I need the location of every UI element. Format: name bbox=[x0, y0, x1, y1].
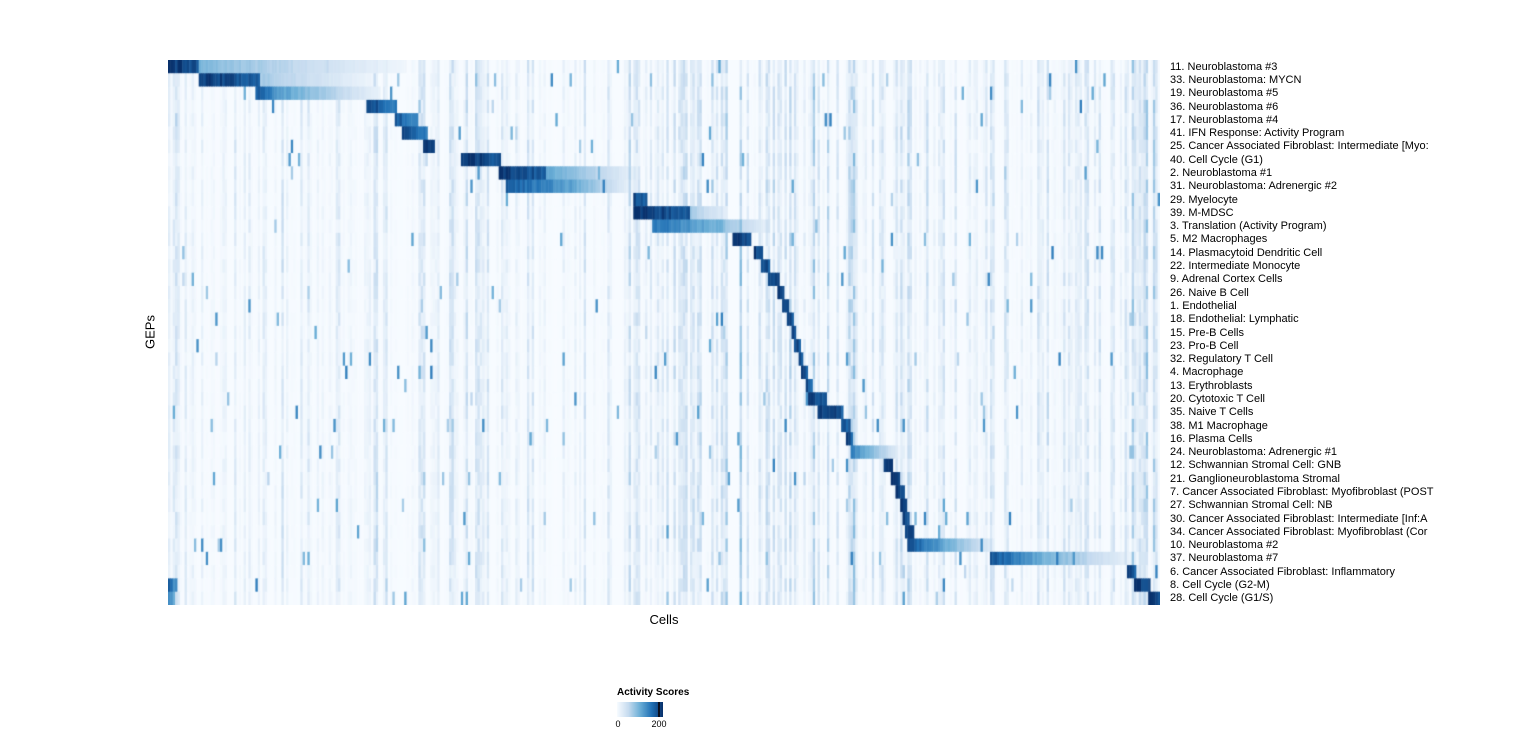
row-label: 40. Cell Cycle (G1) bbox=[1170, 153, 1263, 166]
row-label: 8. Cell Cycle (G2-M) bbox=[1170, 579, 1270, 592]
row-label: 22. Intermediate Monocyte bbox=[1170, 260, 1301, 273]
row-label: 1. Endothelial bbox=[1170, 299, 1237, 312]
row-label: 7. Cancer Associated Fibroblast: Myofibr… bbox=[1170, 486, 1434, 498]
row-label: 29. Myelocyte bbox=[1170, 193, 1238, 206]
legend-min-label: 0 bbox=[615, 719, 621, 729]
legend-gradient-bar bbox=[617, 702, 663, 717]
row-label: 21. Ganglioneuroblastoma Stromal bbox=[1170, 472, 1340, 485]
legend-scale: 0 200 bbox=[615, 719, 667, 731]
row-label: 38. M1 Macrophage bbox=[1170, 419, 1268, 432]
row-labels: 11. Neuroblastoma #3 33. Neuroblastoma: M… bbox=[1170, 60, 1540, 605]
row-label: 9. Adrenal Cortex Cells bbox=[1170, 273, 1283, 286]
row-label: 13. Erythroblasts bbox=[1170, 379, 1253, 392]
row-label: 34. Cancer Associated Fibroblast: Myofib… bbox=[1170, 525, 1428, 538]
row-label: 27. Schwannian Stromal Cell: NB bbox=[1170, 499, 1333, 512]
row-label: 5. M2 Macrophages bbox=[1170, 233, 1268, 246]
row-label: 15. Pre-B Cells bbox=[1170, 326, 1244, 339]
legend: Activity Scores 0 200 bbox=[615, 687, 737, 731]
row-label: 19. Neuroblastoma #5 bbox=[1170, 87, 1279, 100]
row-label: 20. Cytotoxic T Cell bbox=[1170, 392, 1265, 405]
legend-title: Activity Scores bbox=[617, 687, 690, 698]
row-label: 18. Endothelial: Lymphatic bbox=[1170, 313, 1299, 326]
row-label: 33. Neuroblastoma: MYCN bbox=[1170, 73, 1302, 86]
row-label: 25. Cancer Associated Fibroblast: Interm… bbox=[1170, 140, 1429, 153]
legend-max-tick bbox=[658, 702, 660, 717]
row-label: 30. Cancer Associated Fibroblast: Interm… bbox=[1170, 512, 1428, 525]
row-label: 24. Neuroblastoma: Adrenergic #1 bbox=[1170, 446, 1337, 459]
row-label: 28. Cell Cycle (G1/S) bbox=[1170, 592, 1274, 605]
row-label: 11. Neuroblastoma #3 bbox=[1170, 60, 1278, 73]
row-label: 17. Neuroblastoma #4 bbox=[1170, 113, 1279, 126]
row-label: 16. Plasma Cells bbox=[1170, 432, 1253, 445]
row-label: 14. Plasmacytoid Dendritic Cell bbox=[1170, 246, 1323, 259]
row-label: 32. Regulatory T Cell bbox=[1170, 353, 1273, 366]
row-label: 4. Macrophage bbox=[1170, 366, 1244, 379]
row-label: 41. IFN Response: Activity Program bbox=[1170, 127, 1345, 140]
legend-max-label: 200 bbox=[651, 719, 667, 729]
row-label: 12. Schwannian Stromal Cell: GNB bbox=[1170, 459, 1342, 472]
row-label: 39. M-MDSC bbox=[1170, 206, 1234, 219]
row-label: 10. Neuroblastoma #2 bbox=[1170, 539, 1279, 552]
row-label: 31. Neuroblastoma: Adrenergic #2 bbox=[1170, 180, 1337, 193]
row-label: 35. Naive T Cells bbox=[1170, 406, 1254, 419]
row-label: 2. Neuroblastoma #1 bbox=[1170, 166, 1273, 179]
row-label: 37. Neuroblastoma #7 bbox=[1170, 552, 1279, 565]
row-label: 3. Translation (Activity Program) bbox=[1170, 220, 1327, 233]
heatmap-canvas bbox=[168, 60, 1160, 605]
row-label: 26. Naive B Cell bbox=[1170, 286, 1249, 299]
y-axis-label: GEPs bbox=[142, 315, 158, 349]
row-label: 36. Neuroblastoma #6 bbox=[1170, 100, 1279, 113]
x-axis-label: Cells bbox=[649, 612, 679, 627]
row-label: 6. Cancer Associated Fibroblast: Inflamm… bbox=[1170, 565, 1395, 578]
row-label: 23. Pro-B Cell bbox=[1170, 339, 1239, 352]
